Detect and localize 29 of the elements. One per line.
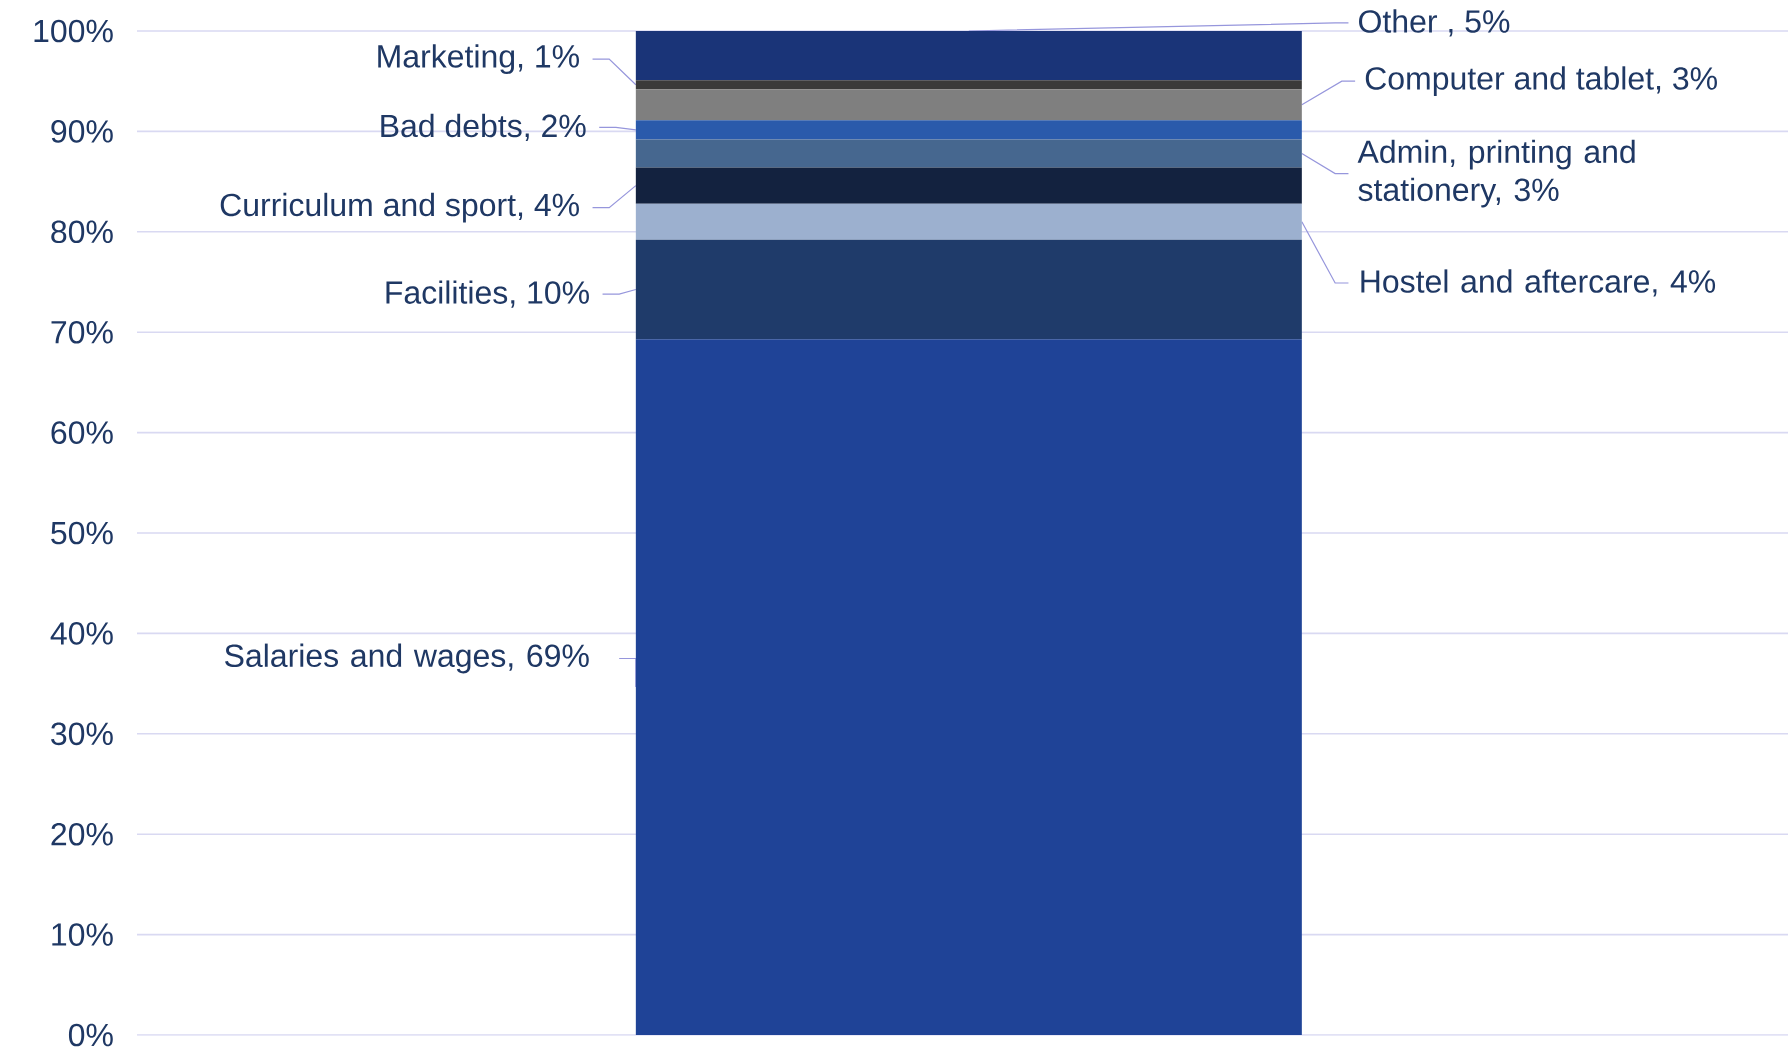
data-label: Admin, printing and stationery, 3% xyxy=(1357,139,1635,208)
bar xyxy=(635,80,1302,90)
data-label: Facilities, 10% xyxy=(386,280,589,308)
y-tick-label: 70% xyxy=(51,320,113,344)
bar xyxy=(635,120,1302,140)
y-tick-label: 90% xyxy=(51,120,113,143)
bar xyxy=(635,203,1302,240)
y-tick-label: 0% xyxy=(68,1023,113,1047)
data-label: Hostel and aftercare, 4% xyxy=(1361,269,1716,297)
y-tick-label: 10% xyxy=(52,923,113,946)
y-tick-label: 100% xyxy=(34,19,113,43)
y-tick-label: 80% xyxy=(51,220,113,244)
data-label: Salaries and wages, 69% xyxy=(225,643,589,674)
bar xyxy=(635,89,1302,121)
bar xyxy=(635,139,1302,168)
data-label: Marketing, 1% xyxy=(378,44,579,75)
data-label: Bad debts, 2% xyxy=(381,113,586,141)
y-tick-label: 30% xyxy=(51,722,113,746)
bar xyxy=(635,167,1302,204)
bar xyxy=(635,339,1302,1035)
data-label: Other , 5% xyxy=(1359,9,1510,37)
y-tick-label: 40% xyxy=(50,622,113,645)
data-label: Computer and tablet, 3% xyxy=(1365,66,1717,97)
y-tick-label: 60% xyxy=(51,421,113,444)
bar xyxy=(635,239,1302,340)
y-tick-label: 20% xyxy=(51,822,113,846)
y-tick-label: 50% xyxy=(51,521,113,545)
bar xyxy=(635,30,1302,81)
data-label: Curriculum and sport, 4% xyxy=(220,192,579,223)
